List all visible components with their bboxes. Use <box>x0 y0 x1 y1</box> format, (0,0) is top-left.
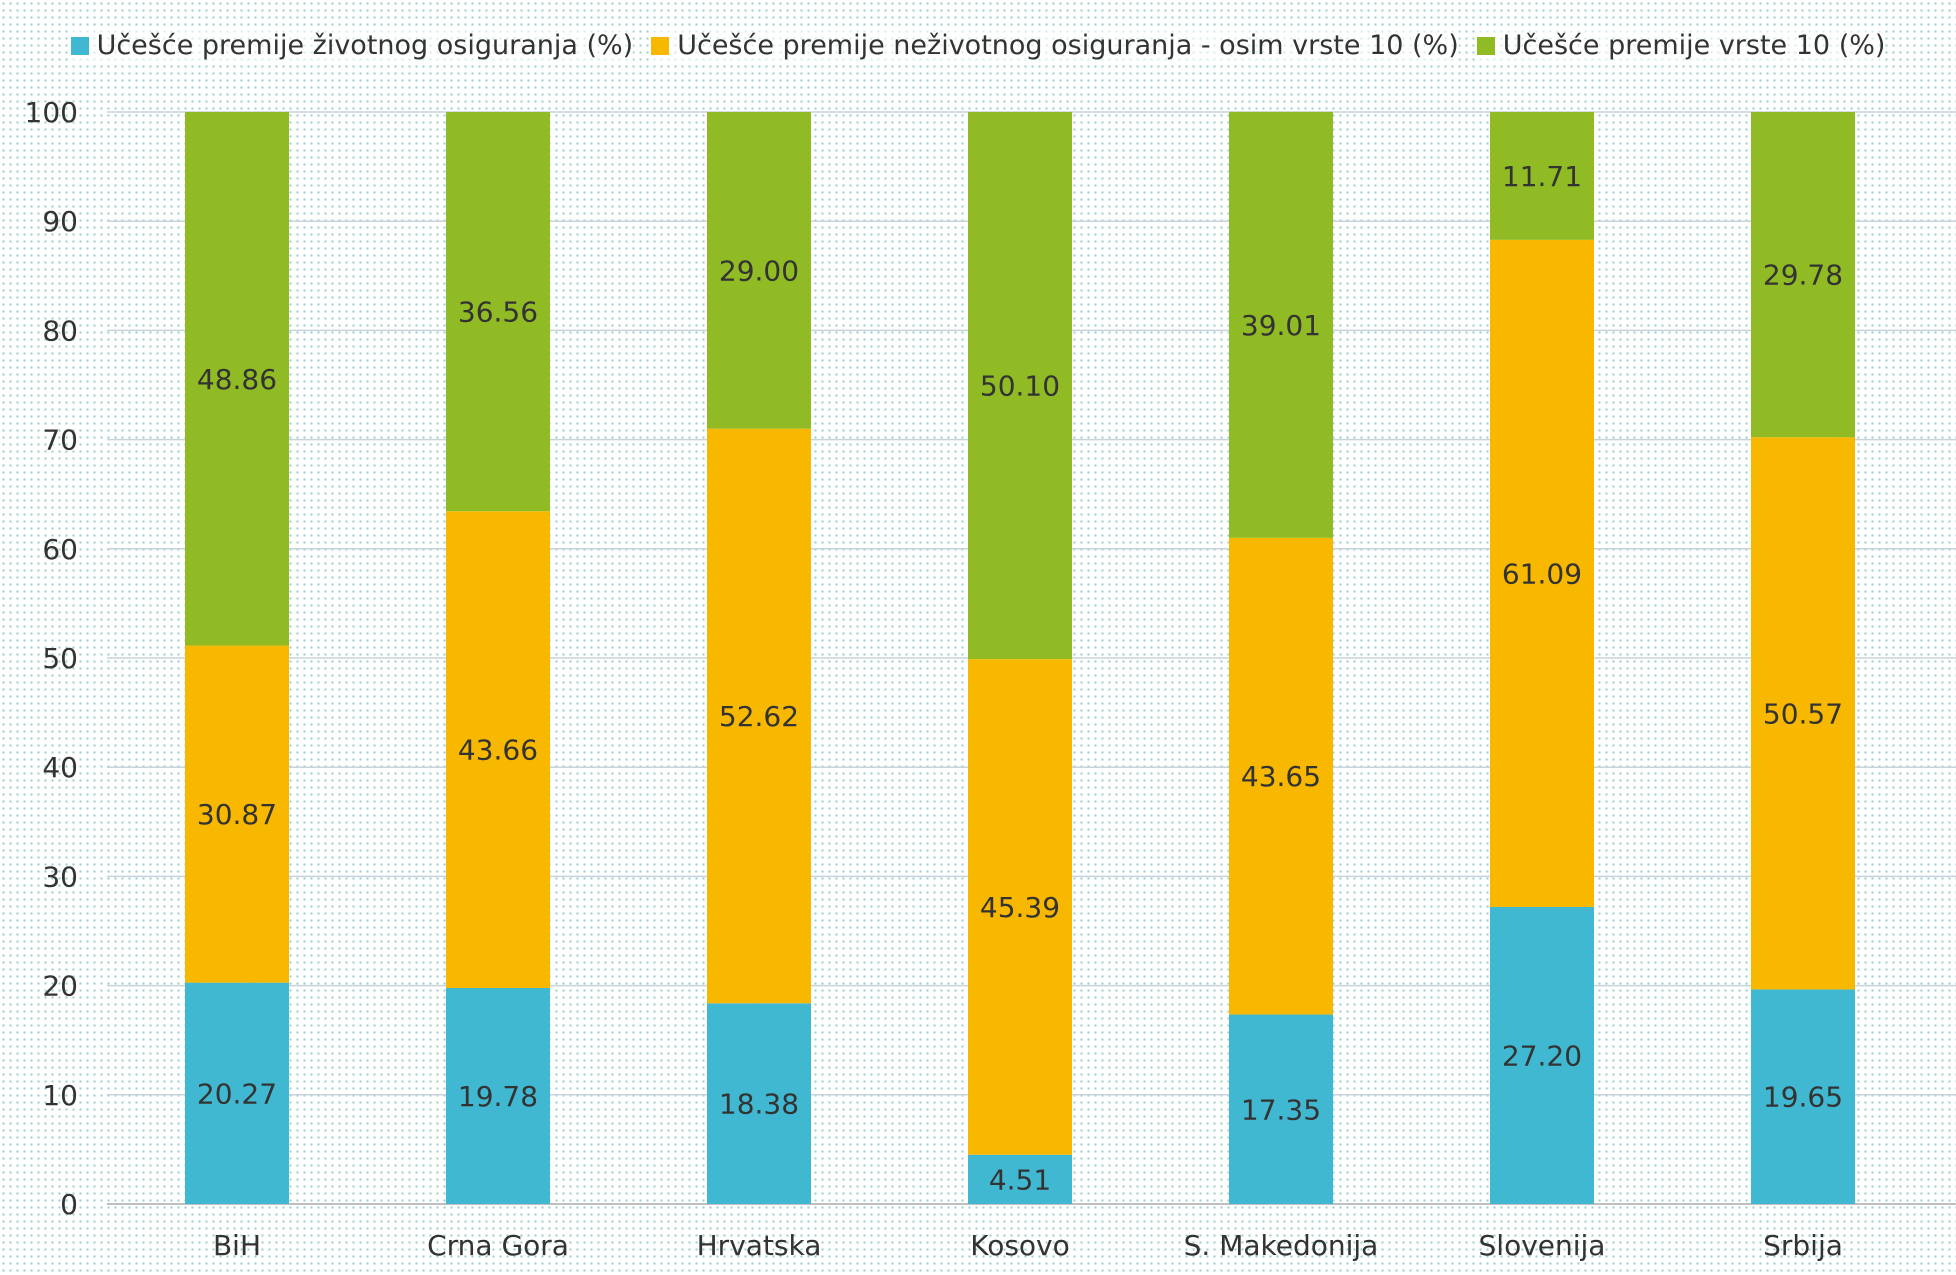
x-tick-label: BiH <box>213 1229 261 1262</box>
data-label: 39.01 <box>1241 309 1321 342</box>
data-label: 52.62 <box>719 700 799 733</box>
bar-segment <box>1490 906 1594 1204</box>
y-tick-label: 100 <box>25 96 78 129</box>
bar-segment <box>1751 437 1855 990</box>
data-label: 43.65 <box>1241 760 1321 793</box>
data-label: 19.65 <box>1763 1081 1843 1114</box>
bar-segment <box>185 982 289 1204</box>
data-label: 61.09 <box>1502 557 1582 590</box>
y-tick-label: 0 <box>60 1188 78 1221</box>
x-tick-label: Kosovo <box>970 1229 1070 1262</box>
x-tick-label: Crna Gora <box>427 1229 569 1262</box>
x-tick-label: Hrvatska <box>697 1229 822 1262</box>
data-label: 20.27 <box>197 1077 277 1110</box>
data-label: 50.57 <box>1763 697 1843 730</box>
y-tick-label: 40 <box>42 751 78 784</box>
y-tick-label: 30 <box>42 860 78 893</box>
bar-segment <box>1490 112 1594 240</box>
x-tick-label: S. Makedonija <box>1184 1229 1379 1262</box>
y-tick-label: 90 <box>42 205 78 238</box>
data-label: 27.20 <box>1502 1039 1582 1072</box>
data-label: 30.87 <box>197 798 277 831</box>
data-label: 19.78 <box>458 1080 538 1113</box>
legend: Učešće premije životnog osiguranja (%) U… <box>0 30 1956 61</box>
bar-segment <box>1490 239 1594 907</box>
data-label: 36.56 <box>458 296 538 329</box>
data-label: 50.10 <box>980 370 1060 403</box>
bar-segment <box>446 112 550 512</box>
legend-swatch-life <box>70 36 89 55</box>
x-tick-label: Srbija <box>1763 1229 1843 1262</box>
y-tick-label: 80 <box>42 314 78 347</box>
bar-segment <box>1229 537 1333 1015</box>
x-tick-label: Slovenija <box>1479 1229 1606 1262</box>
legend-label-life: Učešće premije životnog osiguranja (%) <box>96 30 634 61</box>
bar-segment <box>1229 1014 1333 1204</box>
legend-label-class10: Učešće premije vrste 10 (%) <box>1502 30 1886 61</box>
bar-segment <box>185 645 289 983</box>
bar-segment <box>1229 111 1333 538</box>
bar-segment <box>1751 112 1855 438</box>
bar-segment <box>968 659 1072 1155</box>
data-label: 4.51 <box>989 1163 1051 1196</box>
bar-segment <box>968 1154 1072 1204</box>
legend-item-class10: Učešće premije vrste 10 (%) <box>1476 30 1886 61</box>
bar-segment <box>968 112 1072 660</box>
data-label: 17.35 <box>1241 1093 1321 1126</box>
bar-segment <box>1751 989 1855 1204</box>
data-label: 48.86 <box>197 363 277 396</box>
data-label: 29.00 <box>719 254 799 287</box>
legend-swatch-class10 <box>1476 36 1495 55</box>
bar-segment <box>185 112 289 646</box>
bar-segment <box>446 988 550 1204</box>
data-label: 11.71 <box>1502 160 1582 193</box>
y-tick-label: 10 <box>42 1079 78 1112</box>
data-label: 45.39 <box>980 891 1060 924</box>
bar-segment <box>707 1003 811 1204</box>
bar-segment <box>707 112 811 429</box>
y-tick-label: 70 <box>42 424 78 457</box>
legend-item-nonlife: Učešće premije neživotnog osiguranja - o… <box>651 30 1459 61</box>
legend-label-nonlife: Učešće premije neživotnog osiguranja - o… <box>677 30 1459 61</box>
legend-swatch-nonlife <box>651 36 670 55</box>
bar-segment <box>446 511 550 989</box>
y-tick-label: 20 <box>42 970 78 1003</box>
y-tick-label: 50 <box>42 642 78 675</box>
legend-item-life: Učešće premije životnog osiguranja (%) <box>70 30 634 61</box>
data-label: 43.66 <box>458 734 538 767</box>
y-tick-label: 60 <box>42 533 78 566</box>
data-label: 18.38 <box>719 1088 799 1121</box>
data-label: 29.78 <box>1763 259 1843 292</box>
bar-segment <box>707 428 811 1004</box>
